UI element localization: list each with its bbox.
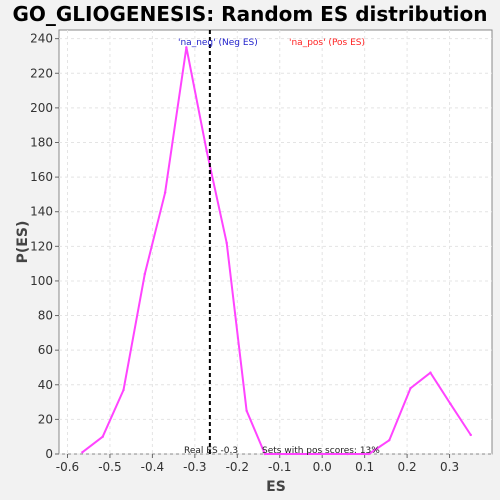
y-tick-label: 100 (30, 274, 53, 288)
y-tick-label: 220 (30, 66, 53, 80)
data-point (185, 46, 188, 49)
x-tick-label: -0.2 (226, 460, 249, 474)
x-tick-label: -0.4 (141, 460, 164, 474)
data-point (122, 388, 125, 392)
pos-scores-label: Sets with pos scores: 13% (262, 446, 380, 456)
y-tick-label: 60 (38, 343, 53, 357)
y-tick-label: 120 (30, 239, 53, 253)
y-tick-label: 40 (38, 378, 53, 392)
x-tick-label: -0.5 (98, 460, 121, 474)
data-point (163, 191, 167, 194)
x-tick-label: 0.1 (355, 460, 374, 474)
x-tick-label: -0.6 (56, 460, 79, 474)
data-point (245, 409, 248, 412)
data-point (284, 452, 288, 456)
y-tick-label: 80 (38, 309, 53, 323)
y-tick-label: 180 (30, 135, 53, 149)
x-tick-label: 0.0 (313, 460, 332, 474)
x-tick-label: 0.3 (440, 460, 459, 474)
y-axis: 0 20 40 60 80 100 120 140 160 180 200 220 240 (30, 32, 59, 461)
data-point (449, 402, 452, 406)
x-tick-label: -0.3 (183, 460, 206, 474)
y-tick-label: 200 (30, 101, 53, 115)
data-point (409, 387, 412, 390)
data-point (81, 451, 84, 454)
data-point (320, 452, 324, 456)
data-point (205, 149, 208, 153)
real-es-label: Real ES -0.3 (184, 446, 238, 456)
data-point (225, 241, 228, 245)
series-layer (81, 46, 472, 456)
data-point (388, 438, 391, 442)
chart-title: GO_GLIOGENESIS: Random ES distribution (12, 2, 488, 26)
y-axis-label: P(ES) (15, 221, 31, 264)
plot-area (58, 29, 493, 455)
y-tick-label: 160 (30, 170, 53, 184)
data-point (429, 371, 432, 374)
y-tick-label: 20 (38, 412, 53, 426)
data-point (469, 433, 472, 437)
y-tick-label: 240 (30, 32, 53, 46)
data-point (143, 272, 146, 276)
data-point (346, 452, 349, 456)
legend-pos: 'na_pos' (Pos ES) (289, 38, 365, 48)
x-axis-label: ES (266, 479, 286, 495)
x-tick-label: -0.1 (268, 460, 291, 474)
y-tick-label: 0 (45, 447, 53, 461)
data-point (367, 452, 371, 456)
x-axis: -0.6 -0.5 -0.4 -0.3 -0.2 -0.1 0.0 0.1 0.2 0.3 (56, 454, 459, 474)
x-tick-label: 0.2 (398, 460, 417, 474)
data-point (263, 452, 267, 456)
data-point (101, 435, 104, 438)
y-tick-label: 140 (30, 205, 53, 219)
legend-neg: 'na_neg' (Neg ES) (178, 38, 258, 48)
